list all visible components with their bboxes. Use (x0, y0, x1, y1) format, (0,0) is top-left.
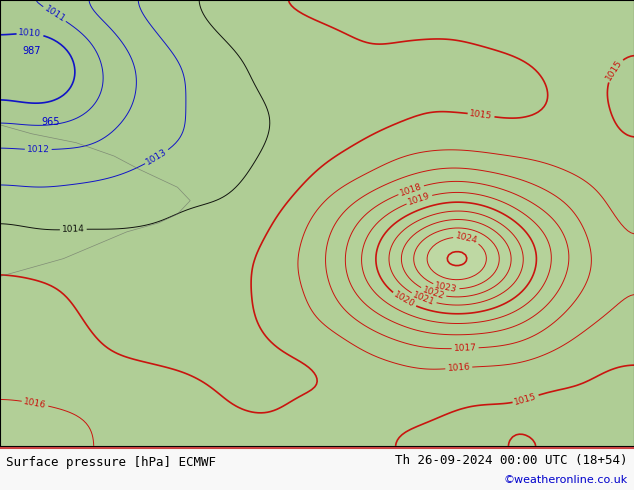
Text: 1010: 1010 (18, 28, 42, 39)
Text: 1014: 1014 (61, 225, 85, 234)
Text: 1015: 1015 (469, 109, 493, 121)
Text: 1017: 1017 (453, 343, 477, 353)
Text: Surface pressure [hPa] ECMWF: Surface pressure [hPa] ECMWF (6, 456, 216, 469)
Text: 1016: 1016 (23, 397, 47, 410)
Text: 1020: 1020 (392, 291, 417, 310)
Text: ©weatheronline.co.uk: ©weatheronline.co.uk (503, 475, 628, 485)
Text: 1023: 1023 (434, 281, 458, 294)
Text: 1021: 1021 (411, 291, 436, 307)
Text: 1015: 1015 (604, 58, 624, 82)
Text: 1012: 1012 (27, 145, 49, 154)
Text: 1015: 1015 (514, 392, 538, 407)
Text: 1018: 1018 (399, 182, 424, 198)
Text: 965: 965 (41, 117, 60, 127)
Text: 1022: 1022 (421, 285, 446, 301)
Text: 1024: 1024 (455, 231, 479, 245)
Text: 1019: 1019 (407, 191, 432, 207)
Text: 1016: 1016 (447, 363, 470, 373)
Text: Th 26-09-2024 00:00 UTC (18+54): Th 26-09-2024 00:00 UTC (18+54) (395, 454, 628, 466)
Text: 987: 987 (22, 46, 41, 55)
Text: 1013: 1013 (145, 147, 169, 167)
Text: 1011: 1011 (42, 4, 67, 24)
